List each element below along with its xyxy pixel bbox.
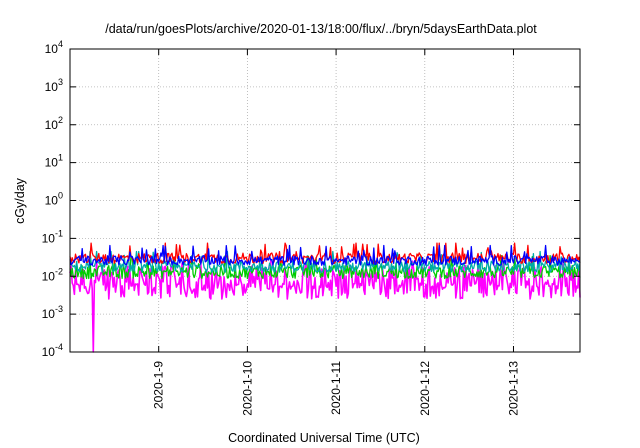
y-tick-label: 10-4	[42, 342, 63, 359]
grid-lines	[70, 49, 580, 352]
x-tick-label: 2020-1-13	[506, 361, 520, 416]
data-series	[69, 242, 581, 353]
x-tick-label: 2020-1-11	[329, 361, 343, 415]
axis-ticks: 10-4 10-3 10-2 10-1 100 101 102 103 104 2020-1-9 2…	[42, 39, 580, 416]
chart-title: /data/run/goesPlots/archive/2020-01-13/1…	[105, 22, 537, 36]
y-tick-label: 101	[45, 153, 63, 170]
y-tick-label: 100	[45, 191, 63, 208]
x-tick-label: 2020-1-12	[418, 361, 432, 416]
series-line	[69, 260, 581, 353]
y-tick-label: 103	[45, 77, 63, 94]
y-tick-label: 104	[45, 39, 63, 56]
y-tick-label: 10-2	[42, 266, 63, 283]
y-tick-label: 102	[45, 115, 63, 132]
x-tick-label: 2020-1-10	[240, 361, 254, 416]
y-tick-label: 10-3	[42, 304, 63, 321]
series-line	[69, 254, 581, 280]
y-tick-label: 10-1	[42, 228, 63, 245]
y-axis-label: cGy/day	[13, 177, 27, 224]
x-axis-label: Coordinated Universal Time (UTC)	[228, 431, 420, 445]
x-tick-label: 2020-1-9	[152, 361, 166, 409]
series-line	[69, 244, 581, 266]
